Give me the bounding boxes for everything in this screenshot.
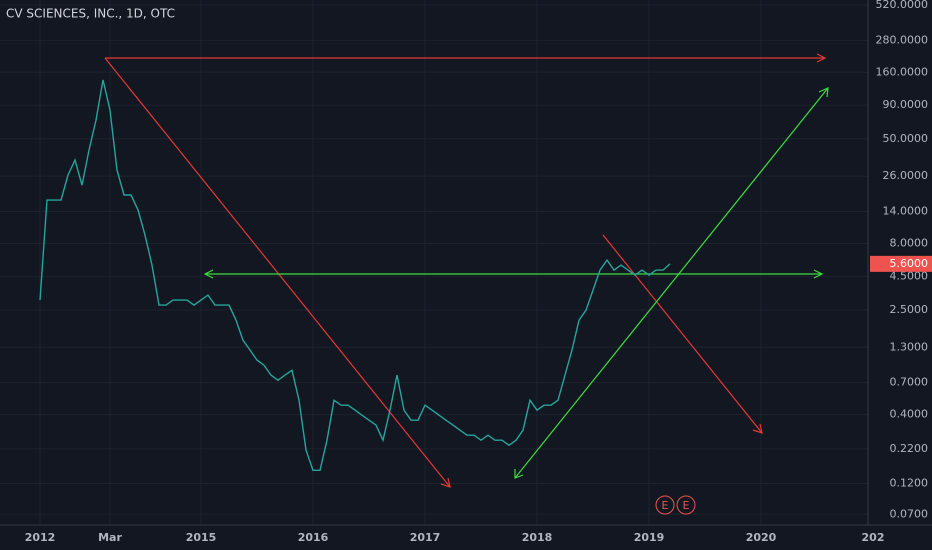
x-tick-label: 202 (862, 531, 885, 544)
x-tick-label: 2018 (522, 531, 553, 544)
y-tick-label: 1.3000 (890, 340, 929, 353)
marks (39, 79, 671, 471)
price-axis (868, 0, 932, 550)
arrow-head (816, 53, 827, 63)
x-tick-label: 2019 (634, 531, 665, 544)
x-tick-label: 2017 (410, 531, 441, 544)
y-tick-label: 2.5000 (890, 303, 929, 316)
y-tick-label: 4.5000 (890, 269, 929, 282)
red-arrow (602, 234, 763, 434)
y-tick-label: 0.4000 (890, 408, 929, 421)
earnings-marker (655, 495, 675, 515)
x-tick-label: Mar (98, 531, 122, 544)
y-tick-label: 0.0700 (890, 507, 929, 520)
x-tick-label: 2012 (25, 531, 56, 544)
y-tick-label: 0.1200 (890, 476, 929, 489)
last-price-box (870, 255, 932, 272)
y-tick-label: 0.7000 (890, 376, 929, 389)
earnings-label: E (662, 499, 669, 512)
y-tick-label: 8.0000 (890, 236, 929, 249)
arrow-head (440, 477, 451, 488)
arrow-head (752, 423, 763, 434)
green-arrow (514, 87, 829, 479)
red-arrow (104, 57, 451, 488)
x-tick-label: 2016 (298, 531, 329, 544)
y-tick-label: 14.0000 (883, 204, 929, 217)
price-line (39, 79, 671, 471)
y-tick-label: 90.0000 (883, 98, 929, 111)
time-axis (0, 525, 932, 550)
x-tick-label: 2020 (746, 531, 777, 544)
drawings (104, 53, 829, 488)
labels: 520.0000 280.0000 160.0000 90.0000 50.0000 26… (25, 0, 932, 544)
arrow-head (514, 87, 829, 479)
last-price-label: 5.6000 (890, 257, 929, 270)
y-tick-label: 160.0000 (876, 65, 929, 78)
earnings-marker (676, 495, 696, 515)
x-tick-label: 2015 (186, 531, 217, 544)
chart-title: CV SCIENCES, INC., 1D, OTC (6, 7, 175, 21)
y-tick-label: 520.0000 (876, 0, 929, 11)
earnings-label: E (683, 499, 690, 512)
y-tick-label: 0.2200 (890, 442, 929, 455)
y-tick-label: 280.0000 (876, 33, 929, 46)
y-tick-label: 26.0000 (883, 169, 929, 182)
arrow-head (203, 269, 824, 279)
y-tick-label: 50.0000 (883, 132, 929, 145)
